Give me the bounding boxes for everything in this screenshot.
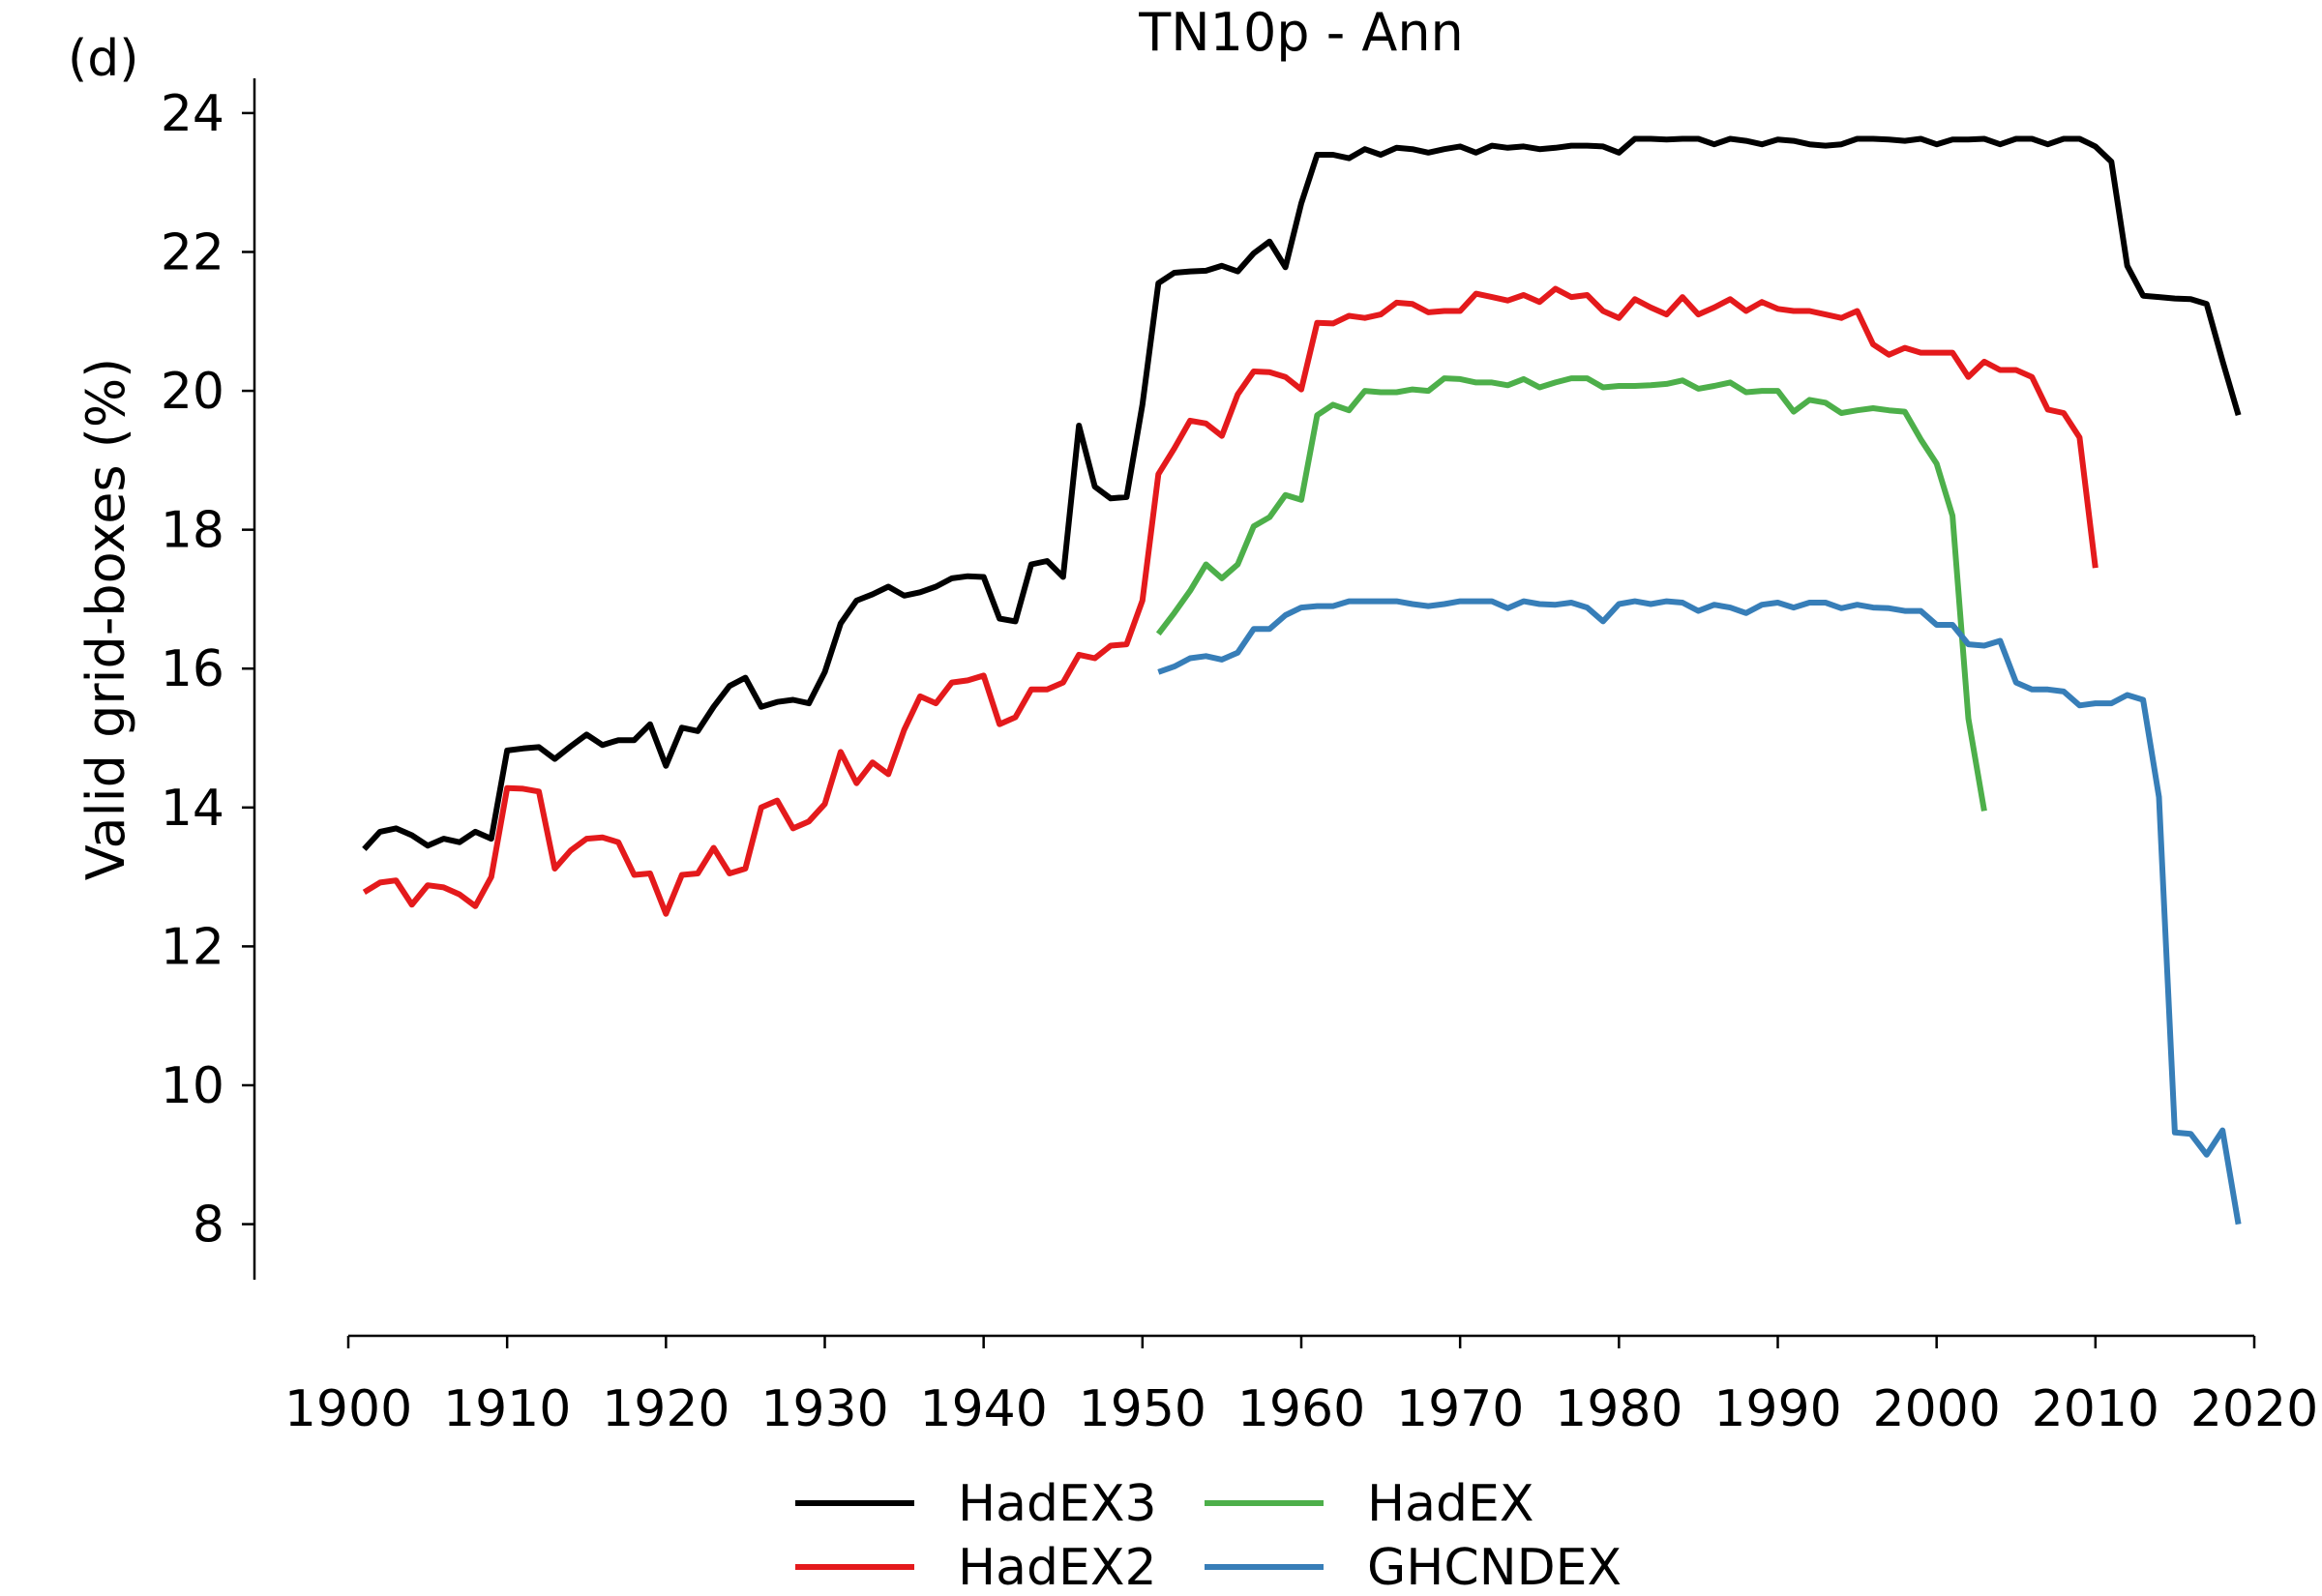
x-tick-label: 1930 <box>760 1380 888 1438</box>
x-tick-label: 1920 <box>602 1380 729 1438</box>
y-tick-label: 18 <box>161 502 224 560</box>
chart-title: TN10p - Ann <box>1138 2 1464 63</box>
y-tick-label: 16 <box>161 640 224 698</box>
x-tick-label: 2020 <box>2190 1380 2318 1438</box>
x-tick-label: 1940 <box>919 1380 1047 1438</box>
series-line-hadex <box>1155 375 1987 812</box>
x-tick-label: 2000 <box>1872 1380 2000 1438</box>
y-tick-label: 24 <box>161 85 224 143</box>
legend-label-hadex: HadEX <box>1367 1475 1533 1533</box>
x-tick-label: 1980 <box>1555 1380 1682 1438</box>
y-tick-label: 14 <box>161 780 224 838</box>
y-tick-label: 22 <box>161 223 224 281</box>
series-line-ghcndex <box>1157 598 2242 1226</box>
x-tick-label: 1990 <box>1713 1380 1841 1438</box>
legend-label-hadex2: HadEX2 <box>958 1539 1157 1596</box>
legend-label-ghcndex: GHCNDEX <box>1367 1539 1622 1596</box>
y-tick-label: 20 <box>161 363 224 421</box>
y-tick-label: 10 <box>161 1057 224 1115</box>
x-tick-label: 1910 <box>443 1380 571 1438</box>
x-tick-label: 1970 <box>1396 1380 1524 1438</box>
series-lines <box>362 135 2242 1226</box>
legend-label-hadex3: HadEX3 <box>958 1475 1157 1533</box>
x-tick-label: 1950 <box>1079 1380 1206 1438</box>
y-tick-label: 12 <box>161 918 224 976</box>
x-tick-label: 1900 <box>284 1380 412 1438</box>
x-tick-label: 2010 <box>2032 1380 2159 1438</box>
series-line-hadex3 <box>362 135 2242 851</box>
y-axis-label: Valid grid-boxes (%) <box>75 358 136 880</box>
legend: HadEX3 HadEX2 HadEX GHCNDEX <box>795 1475 1622 1596</box>
x-axis-ticks: 1900 1910 1920 1930 1940 1950 1960 1970 1980 1990… <box>284 1336 2318 1438</box>
panel-label: (d) <box>68 30 139 88</box>
y-tick-label: 8 <box>193 1197 224 1255</box>
x-tick-label: 1960 <box>1237 1380 1365 1438</box>
y-axis-ticks: 8 10 12 14 16 18 20 22 24 <box>161 85 254 1255</box>
series-line-hadex2 <box>362 285 2099 917</box>
